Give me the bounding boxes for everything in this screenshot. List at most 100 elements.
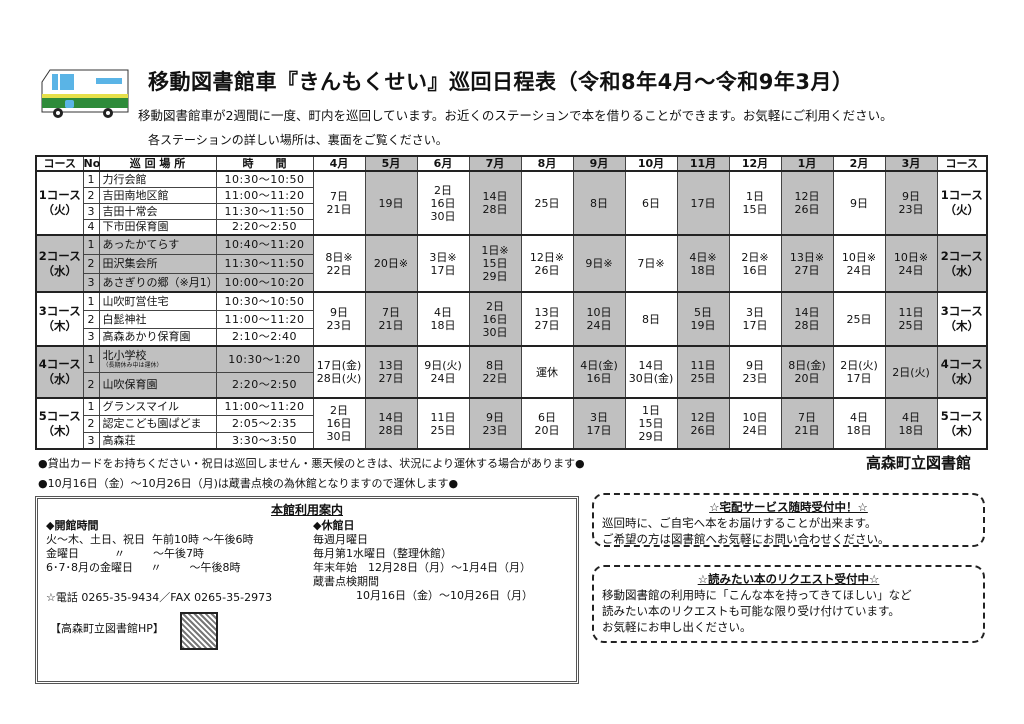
- visit-dates: 4日 18日: [884, 397, 938, 450]
- course-label: 4コース （水）: [35, 345, 84, 399]
- stop-time: 10:30～10:50: [215, 291, 314, 311]
- visit-dates: 11日 25日: [676, 345, 730, 399]
- course-label: 1コース （火）: [35, 170, 84, 236]
- stop-place-name: 吉田南地区館: [102, 188, 169, 202]
- stop-time: 11:00～11:20: [215, 186, 314, 204]
- delivery-title: ☆宅配サービス随時受付中！☆: [709, 500, 868, 514]
- visit-dates: 13日※ 27日: [780, 234, 834, 293]
- stop-number: 1: [82, 170, 100, 188]
- course-name: 2コース: [38, 248, 81, 263]
- visit-dates: 12日 26日: [676, 397, 730, 450]
- header-month: 4月: [312, 155, 366, 172]
- header-course: コース: [35, 155, 84, 172]
- visit-dates: 1日※ 15日 29日: [468, 234, 522, 293]
- header-month: 8月: [520, 155, 574, 172]
- visit-dates: 9日 23日: [312, 291, 366, 347]
- stop-time: 2:05～2:35: [215, 414, 314, 433]
- visit-dates: 2日 16日 30日: [312, 397, 366, 450]
- stop-time: 11:30～11:50: [215, 253, 314, 274]
- stop-place-name: 白髭神社: [102, 312, 147, 326]
- course-day: （火）: [944, 203, 980, 217]
- stop-place-name: あったかてらす: [102, 238, 180, 252]
- hp-label: 【高森町立図書館HP】: [50, 622, 164, 635]
- delivery-line: 巡回時に、ご自宅へ本をお届けすることが出来ます。: [602, 516, 877, 530]
- table-row: 2 白髭神社 11:00～11:20: [36, 309, 987, 329]
- table-row: 2コース （水） 1 あったかてらす 10:40～11:20 8日※ 22日 20日※ 3日※…: [35, 234, 988, 293]
- stop-number: 1: [82, 234, 100, 255]
- course-name: 2コース: [940, 248, 983, 263]
- stop-number: 3: [82, 202, 100, 220]
- stop-number: 2: [82, 186, 100, 204]
- hours-line: 火～木、土日、祝日 午前10時 ～午後6時: [46, 533, 254, 546]
- stop-time: 11:00～11:20: [215, 309, 314, 329]
- table-header-row: コース No 巡 回 場 所時 間 4月 5月 6月 7月 8月 9月 10月 11月 12月 1月 2月…: [35, 155, 988, 172]
- note-lending-card: ●貸出カードをお持ちください・祝日は巡回しません・悪天候のときは、状況により運休…: [38, 457, 585, 470]
- stop-place-name: 高森荘: [102, 433, 136, 447]
- stop-place: 山吹町営住宅: [98, 291, 217, 311]
- visit-dates: 6日: [624, 170, 678, 236]
- visit-dates: 17日(金) 28日(火): [312, 345, 366, 399]
- visit-dates: 3日※ 17日: [416, 234, 470, 293]
- header-month: 3月: [884, 155, 938, 172]
- visit-dates: 7日 21日: [780, 397, 834, 450]
- visit-dates: 8日: [572, 170, 626, 236]
- header-month: 1月: [780, 155, 834, 172]
- visit-dates: 2日 16日 30日: [468, 291, 522, 347]
- stop-place: あったかてらす: [98, 234, 217, 255]
- course-day: （水）: [42, 372, 78, 386]
- visit-dates: 1日 15日: [728, 170, 782, 236]
- table-row: 2 田沢集会所 11:30～11:50: [36, 253, 987, 274]
- visit-dates: 11日 25日: [416, 397, 470, 450]
- closed-line: 10月16日（金）～10月26日（月）: [356, 589, 533, 602]
- course-day: （火）: [42, 203, 78, 217]
- hours-line: 6･7･8月の金曜日 〃 ～午後8時: [46, 561, 241, 574]
- stop-place: 山吹保育園: [98, 371, 217, 399]
- library-name: 高森町立図書館: [866, 454, 972, 472]
- header-month: 2月: [832, 155, 886, 172]
- visit-dates: 11日 25日: [884, 291, 938, 347]
- course-label-right: 3コース （木）: [936, 291, 988, 347]
- stop-time: 3:30～3:50: [215, 431, 314, 450]
- visit-dates: 8日 22日: [468, 345, 522, 399]
- visit-dates: 20日※: [364, 234, 418, 293]
- closed-line: 毎月第1水曜日（整理休館）: [313, 547, 452, 560]
- course-day: （木）: [42, 319, 78, 333]
- course-day: （木）: [944, 319, 980, 333]
- stop-number: 3: [82, 327, 100, 347]
- stop-time: 2:20～2:50: [215, 218, 314, 236]
- stop-time: 10:30～10:50: [215, 170, 314, 188]
- closed-line: 毎週月曜日: [313, 533, 368, 546]
- contact-info: ☆電話 0265-35-9434／FAX 0265-35-2973: [46, 591, 273, 604]
- table-row: 3コース （木） 1 山吹町営住宅 10:30～10:50 9日 23日 7日 21日 4日 …: [35, 291, 988, 347]
- course-name: 5コース: [940, 408, 983, 423]
- visit-dates: 10日 24日: [572, 291, 626, 347]
- visit-dates: 9日 23日: [728, 345, 782, 399]
- course-label-right: 5コース （木）: [936, 397, 988, 450]
- stop-place-name: 認定こども園ぱどま: [102, 417, 202, 430]
- visit-dates: 8日(金) 20日: [780, 345, 834, 399]
- visit-dates: 9日(火) 24日: [416, 345, 470, 399]
- stop-place: 北小学校 （長期休み中は運休）: [98, 345, 217, 373]
- course-day: （木）: [944, 423, 980, 438]
- library-info-box: 本館利用案内 ◆開館時間 火～木、土日、祝日 午前10時 ～午後6時 金曜日 〃…: [35, 496, 579, 684]
- stop-place: 吉田十常会: [98, 202, 217, 220]
- visit-dates: 10日※ 24日: [884, 234, 938, 293]
- stop-place-note: （長期休み中は運休）: [102, 362, 163, 370]
- info-title: 本館利用案内: [270, 503, 343, 517]
- visit-dates: 17日: [676, 170, 730, 236]
- visit-dates: 10日※ 24日: [832, 234, 886, 293]
- mobile-library-bus-icon: [41, 69, 129, 118]
- stop-number: 2: [82, 309, 100, 329]
- stop-place: 吉田南地区館: [98, 186, 217, 204]
- stop-time: 2:10～2:40: [215, 327, 314, 347]
- visit-dates: 12日※ 26日: [520, 234, 574, 293]
- stop-place: 白髭神社: [98, 309, 217, 329]
- header-month: 12月: [728, 155, 782, 172]
- visit-dates: 14日 30日(金): [624, 345, 678, 399]
- table-row: 4 下市田保育園 2:20～2:50: [36, 218, 987, 236]
- closed-line: 蔵書点検期間: [313, 575, 379, 588]
- qr-code[interactable]: [180, 612, 218, 650]
- stop-time: 2:20～2:50: [215, 371, 314, 399]
- visit-dates: 2日※ 16日: [728, 234, 782, 293]
- visit-dates: 3日 17日: [728, 291, 782, 347]
